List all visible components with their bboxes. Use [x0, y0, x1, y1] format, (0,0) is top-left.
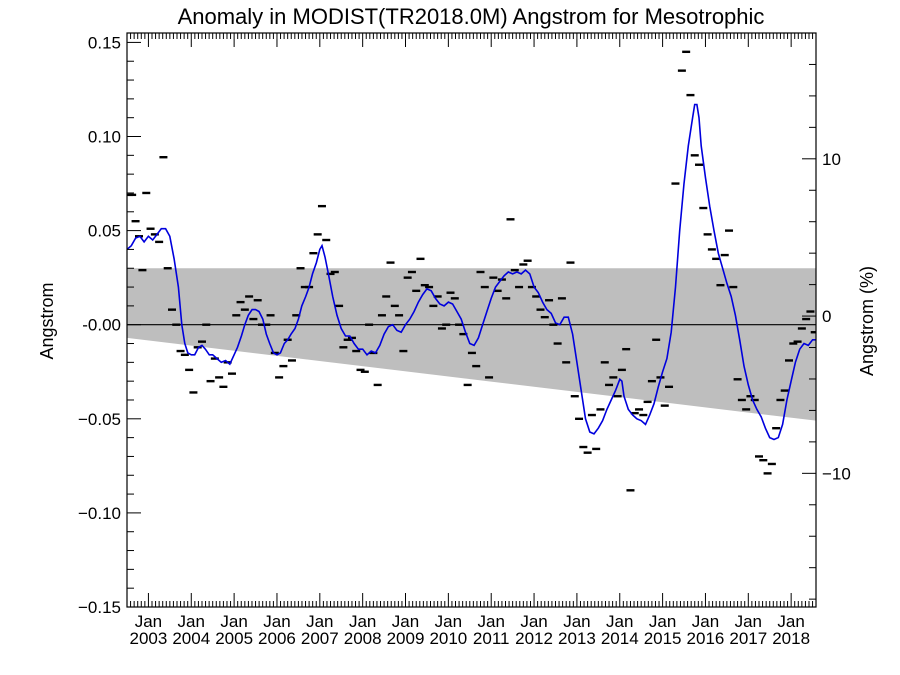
plot-area: 0.15 0.10 0.05 -0.00 −0.05 −0.10 −0.15 10 0 −10 Ja…	[78, 32, 851, 648]
y-axis-label: Angstrom	[37, 282, 57, 359]
y-tick-label: 0.15	[88, 33, 121, 52]
x-tick-label-year: 2015	[644, 629, 682, 648]
y-tick-label: 0.05	[88, 222, 121, 241]
x-tick-label-month: Jan	[178, 612, 205, 631]
x-tick-label-month: Jan	[649, 612, 676, 631]
monthly-markers	[127, 50, 816, 492]
y-tick-label: −0.10	[78, 504, 121, 523]
x-tick-label-year: 2017	[729, 629, 767, 648]
x-tick-label-year: 2006	[258, 629, 296, 648]
x-tick-label-year: 2018	[772, 629, 810, 648]
y-right-tick-label: 10	[822, 150, 841, 169]
x-tick-label-month: Jan	[692, 612, 719, 631]
x-tick-label-month: Jan	[220, 612, 247, 631]
x-tick-label-month: Jan	[520, 612, 547, 631]
x-tick-label-year: 2008	[344, 629, 382, 648]
x-tick-label-year: 2003	[130, 629, 168, 648]
x-tick-label-month: Jan	[349, 612, 376, 631]
y-tick-label: 0.10	[88, 128, 121, 147]
x-tick-label-month: Jan	[735, 612, 762, 631]
x-tick-label-month: Jan	[435, 612, 462, 631]
x-tick-label-month: Jan	[135, 612, 162, 631]
x-tick-label-year: 2009	[387, 629, 425, 648]
chart-title: Anomaly in MODIST(TR2018.0M) Angstrom fo…	[178, 4, 765, 29]
x-tick-label-year: 2012	[515, 629, 553, 648]
x-tick-label-month: Jan	[563, 612, 590, 631]
x-tick-label-year: 2011	[473, 629, 510, 648]
y-right-axis-label: Angstrom (%)	[857, 266, 877, 376]
x-tick-label-year: 2016	[687, 629, 725, 648]
x-tick-label-year: 2014	[601, 629, 639, 648]
x-tick-label-year: 2004	[172, 629, 210, 648]
y-right-tick-label: 0	[822, 307, 831, 326]
y-tick-label: -0.00	[82, 316, 121, 335]
x-tick-label-year: 2007	[301, 629, 339, 648]
y-tick-label: −0.05	[78, 410, 121, 429]
smoothed-line	[127, 103, 816, 441]
x-tick-label-year: 2005	[215, 629, 253, 648]
x-tick-label-month: Jan	[392, 612, 419, 631]
y-tick-label: −0.15	[78, 598, 121, 617]
x-tick-label-month: Jan	[477, 612, 504, 631]
x-tick-label-month: Jan	[263, 612, 290, 631]
x-tick-label-year: 2013	[558, 629, 596, 648]
x-tick-label-month: Jan	[777, 612, 804, 631]
x-tick-label-month: Jan	[606, 612, 633, 631]
x-tick-label-month: Jan	[306, 612, 333, 631]
y-right-tick-label: −10	[822, 464, 851, 483]
plot-frame	[126, 32, 817, 608]
x-tick-label-year: 2010	[429, 629, 467, 648]
